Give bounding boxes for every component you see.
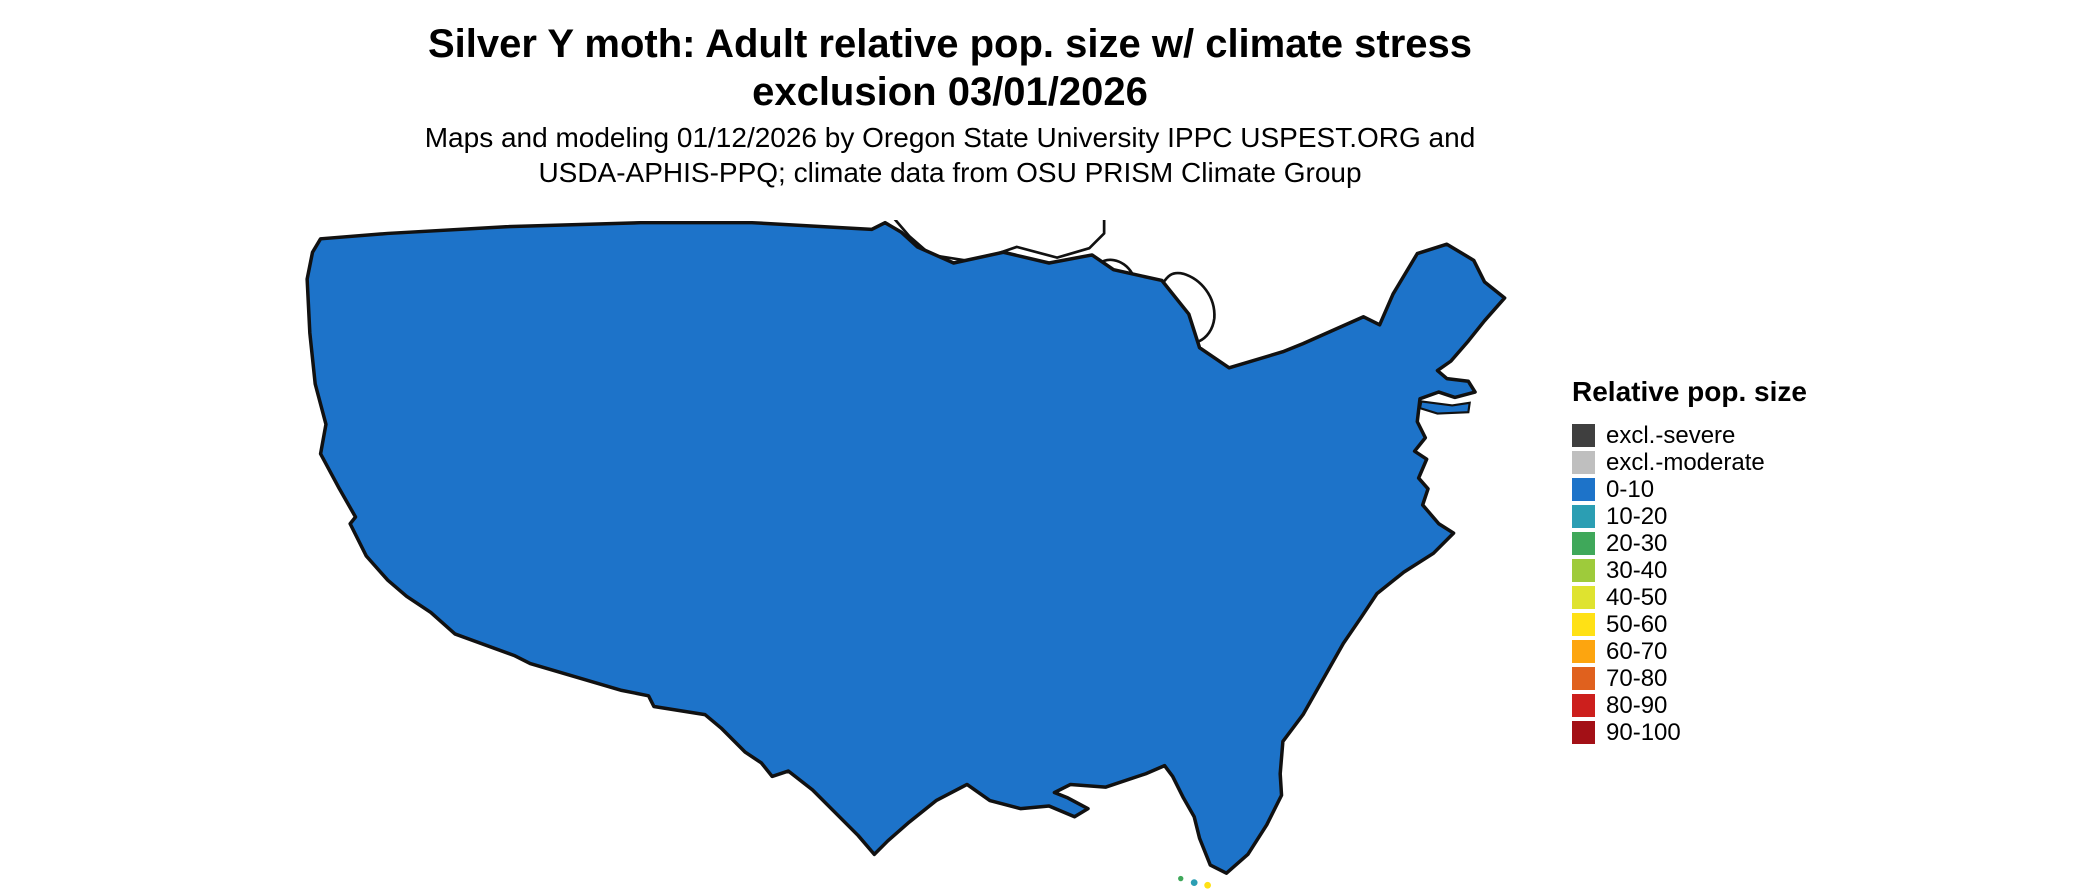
- legend-item-label: 70-80: [1606, 664, 1668, 692]
- map-subtitle-line1: Maps and modeling 01/12/2026 by Oregon S…: [424, 122, 1476, 153]
- us-map-svg: [305, 220, 1507, 889]
- legend-swatch: [1572, 424, 1595, 447]
- legend-item: 10-20: [1572, 503, 1807, 530]
- florida-keys: [1178, 875, 1211, 889]
- legend-item: 90-100: [1572, 719, 1807, 746]
- legend-item-label: 20-30: [1606, 529, 1668, 557]
- legend-swatch: [1572, 694, 1595, 717]
- legend-item: 50-60: [1572, 611, 1807, 638]
- legend-item: 60-70: [1572, 638, 1807, 665]
- legend-item: 0-10: [1572, 476, 1807, 503]
- legend-item-label: 80-90: [1606, 691, 1668, 719]
- legend-item: 70-80: [1572, 665, 1807, 692]
- legend-title: Relative pop. size: [1572, 376, 1807, 407]
- legend-items: excl.-severe excl.-moderate 0-10 10-20 2…: [1572, 422, 1807, 746]
- legend-item: 40-50: [1572, 584, 1807, 611]
- us-map: [300, 220, 1540, 892]
- legend-swatch: [1572, 640, 1595, 663]
- legend-swatch: [1572, 451, 1595, 474]
- map-subtitle: Maps and modeling 01/12/2026 by Oregon S…: [30, 120, 1870, 190]
- legend-item-label: 40-50: [1606, 583, 1668, 611]
- map-subtitle-line2: USDA-APHIS-PPQ; climate data from OSU PR…: [538, 157, 1362, 188]
- legend-item-label: 0-10: [1606, 475, 1655, 503]
- legend-item-label: excl.-severe: [1606, 421, 1736, 449]
- legend-item-label: 10-20: [1606, 502, 1668, 530]
- legend-item-label: 50-60: [1606, 610, 1668, 638]
- us-outline: [305, 220, 1507, 875]
- map-title: Silver Y moth: Adult relative pop. size …: [30, 20, 1870, 116]
- legend-swatch: [1572, 505, 1595, 528]
- legend-item-label: 90-100: [1606, 718, 1681, 746]
- legend-swatch: [1572, 667, 1595, 690]
- legend-item: 20-30: [1572, 530, 1807, 557]
- legend-swatch: [1572, 586, 1595, 609]
- legend-swatch: [1572, 721, 1595, 744]
- legend-item: excl.-moderate: [1572, 449, 1807, 476]
- legend-item: excl.-severe: [1572, 422, 1807, 449]
- legend-item-label: 30-40: [1606, 556, 1668, 584]
- legend-swatch: [1572, 532, 1595, 555]
- legend-item-label: 60-70: [1606, 637, 1668, 665]
- legend-item-label: excl.-moderate: [1606, 448, 1765, 476]
- map-title-line1: Silver Y moth: Adult relative pop. size …: [427, 22, 1473, 66]
- legend-swatch: [1572, 478, 1595, 501]
- lake-superior: [893, 220, 1106, 264]
- map-title-line2: exclusion 03/01/2026: [752, 70, 1148, 114]
- long-island: [1418, 400, 1471, 415]
- legend-swatch: [1572, 613, 1595, 636]
- legend-item: 30-40: [1572, 557, 1807, 584]
- legend-swatch: [1572, 559, 1595, 582]
- legend-item: 80-90: [1572, 692, 1807, 719]
- legend: Relative pop. size excl.-severe excl.-mo…: [1572, 376, 1807, 746]
